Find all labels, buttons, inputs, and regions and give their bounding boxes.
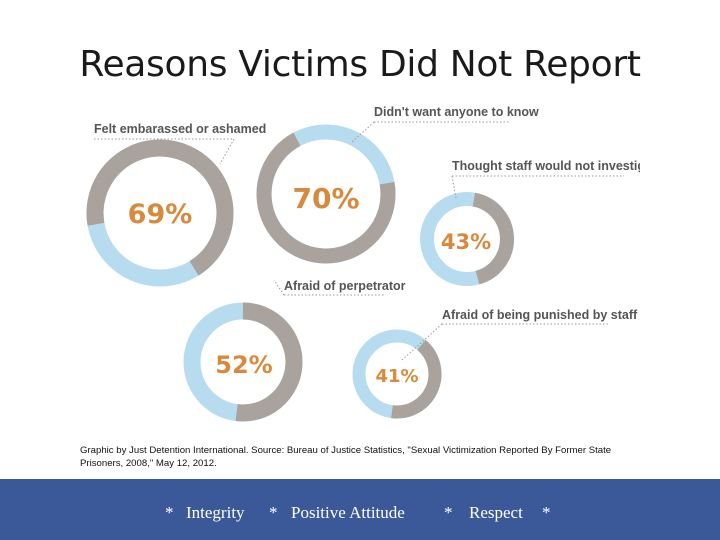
footer-separator: * xyxy=(444,503,453,522)
callout-labels: Felt embarassed or ashamed Didn't want a… xyxy=(94,105,640,322)
footer-bar: * Integrity * Positive Attitude * Respec… xyxy=(0,479,720,540)
footer-value-integrity: Integrity xyxy=(186,503,245,522)
callout-label-no-one-know: Didn't want anyone to know xyxy=(374,105,539,119)
callout-label-embarrassed: Felt embarassed or ashamed xyxy=(94,122,266,136)
donut-share-punished xyxy=(391,339,442,419)
donut-chart-graphic: Felt embarassed or ashamed Didn't want a… xyxy=(86,105,640,422)
value-label-70: 70% xyxy=(292,182,359,215)
source-note: Graphic by Just Detention International.… xyxy=(80,445,612,469)
value-label-43: 43% xyxy=(441,230,491,254)
footer-value-positive-attitude: Positive Attitude xyxy=(291,503,405,522)
footer-separator: * xyxy=(542,503,551,522)
value-labels: 69% 70% 43% 52% 41% xyxy=(128,182,491,387)
donut-share-not-investigate xyxy=(472,192,514,285)
footer-separator: * xyxy=(269,503,278,522)
callout-leaders xyxy=(94,121,624,361)
callout-label-perpetrator: Afraid of perpetrator xyxy=(284,279,406,293)
donut-rings xyxy=(86,124,514,422)
donut-share-embarrassed xyxy=(86,139,234,276)
footer-separator: * xyxy=(165,503,174,522)
footer-value-respect: Respect xyxy=(469,503,523,522)
donut-share-perpetrator xyxy=(235,302,303,422)
donut-share-no-one-know xyxy=(256,132,396,264)
callout-label-punished: Afraid of being punished by staff xyxy=(442,308,638,322)
value-label-52: 52% xyxy=(215,351,272,379)
value-label-69: 69% xyxy=(128,199,193,230)
slide-title: Reasons Victims Did Not Report xyxy=(79,44,641,85)
value-label-41: 41% xyxy=(375,366,418,387)
callout-label-not-investigate: Thought staff would not investigate xyxy=(452,159,640,173)
